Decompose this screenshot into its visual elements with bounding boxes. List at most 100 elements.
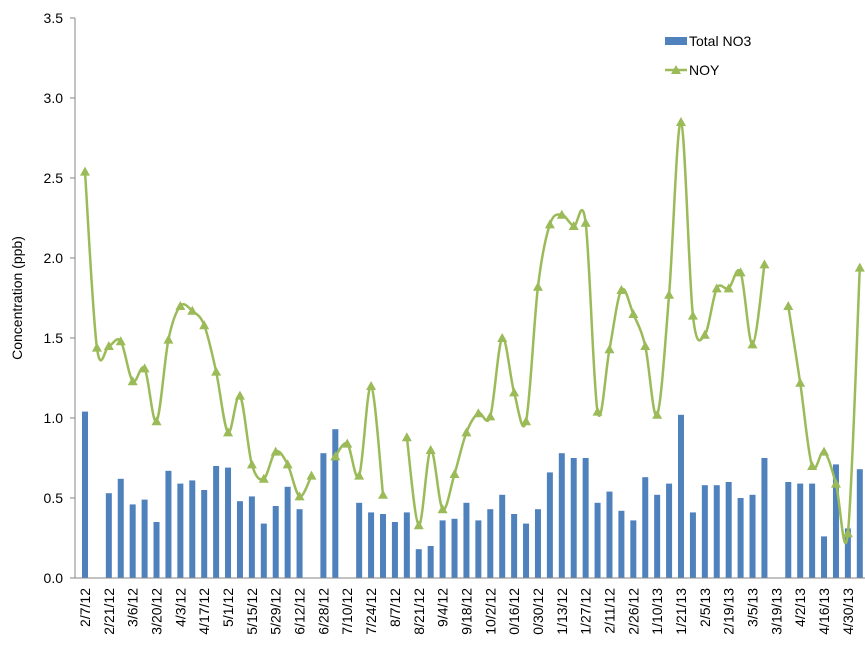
bar	[606, 491, 613, 578]
marker	[604, 344, 615, 354]
x-tick-label: 6/28/12	[315, 588, 331, 635]
bar	[129, 504, 136, 578]
marker	[830, 478, 841, 488]
bar	[701, 485, 708, 578]
marker	[282, 459, 293, 469]
y-tick-label: 2.0	[44, 250, 64, 266]
bar	[213, 466, 220, 578]
marker	[211, 366, 222, 376]
x-tick-label: 1/27/12	[578, 588, 594, 635]
marker	[509, 387, 520, 397]
marker	[783, 301, 794, 310]
x-tick-label: 2/5/13	[697, 588, 713, 627]
bar	[546, 472, 553, 578]
y-tick-label: 0.5	[44, 490, 64, 506]
x-tick-label: 8/21/12	[411, 588, 427, 635]
bar	[415, 549, 422, 578]
bar	[523, 523, 530, 578]
y-tick-label: 2.5	[44, 170, 64, 186]
marker	[664, 289, 675, 299]
bar	[809, 483, 816, 578]
bar	[689, 512, 696, 578]
marker	[556, 209, 567, 219]
bar	[821, 536, 828, 578]
marker	[103, 341, 114, 350]
bar	[582, 458, 589, 578]
bar	[642, 477, 649, 578]
x-tick-label: 3/5/13	[745, 588, 761, 627]
marker	[711, 283, 722, 293]
y-tick-label: 1.0	[44, 410, 64, 426]
x-tick-label: 6/12/12	[292, 588, 308, 635]
marker	[401, 432, 412, 442]
x-tick-label: 8/7/12	[387, 588, 403, 627]
marker	[652, 409, 663, 419]
x-tick-label: 9/18/12	[458, 588, 474, 635]
bar	[570, 458, 577, 578]
y-tick-label: 3.0	[44, 90, 64, 106]
x-tick-label: 1/10/13	[649, 588, 665, 635]
bar	[654, 494, 661, 578]
bar	[856, 469, 863, 578]
x-tick-label: 2/26/12	[625, 588, 641, 635]
bar	[141, 499, 148, 578]
bar	[594, 502, 601, 578]
y-tick-label: 0.0	[44, 570, 64, 586]
bar	[725, 482, 732, 578]
bar	[475, 520, 482, 578]
marker	[354, 470, 365, 480]
bar	[272, 506, 279, 578]
bar	[153, 522, 160, 578]
bar	[82, 411, 88, 578]
marker	[628, 309, 639, 318]
x-tick-label: 0/16/12	[506, 588, 522, 635]
bar	[105, 493, 112, 578]
bar	[463, 502, 470, 578]
marker	[413, 520, 424, 530]
marker	[151, 416, 162, 426]
bar	[618, 510, 625, 578]
marker	[676, 117, 686, 126]
marker	[234, 390, 245, 400]
x-tick-label: 2/21/12	[101, 588, 117, 635]
bar	[260, 523, 267, 578]
marker	[91, 342, 102, 352]
marker	[330, 451, 341, 461]
marker	[521, 416, 532, 426]
x-tick-label: 5/15/12	[244, 588, 260, 635]
marker	[199, 320, 210, 330]
marker	[592, 406, 603, 416]
y-tick-label: 3.5	[44, 10, 64, 26]
marker	[544, 219, 555, 229]
bar	[737, 498, 744, 578]
marker	[437, 504, 448, 514]
legend-label: Total NO3	[689, 33, 751, 49]
marker	[139, 363, 150, 373]
x-tick-label: 2/19/13	[721, 588, 737, 635]
bar	[225, 467, 232, 578]
x-tick-label: 3/20/12	[149, 588, 165, 635]
marker	[842, 528, 853, 538]
bar	[534, 509, 541, 578]
line	[83, 120, 862, 545]
marker	[187, 305, 198, 315]
bar	[356, 502, 363, 578]
marker	[449, 469, 460, 478]
bar	[439, 520, 446, 578]
x-tick-label: 1/21/13	[673, 588, 689, 635]
y-tick-label: 1.5	[44, 330, 64, 346]
marker	[616, 285, 627, 294]
bar	[284, 486, 291, 578]
marker	[175, 301, 186, 310]
marker	[568, 221, 579, 230]
x-tick-label: 5/1/12	[220, 588, 236, 627]
marker	[723, 283, 734, 293]
legend-marker	[671, 65, 681, 74]
x-tick-label: 4/30/13	[840, 588, 856, 635]
marker	[294, 491, 305, 501]
bar	[332, 429, 339, 578]
marker	[342, 438, 353, 448]
marker	[759, 259, 770, 269]
bar	[117, 478, 124, 578]
x-tick-label: 3/6/12	[125, 588, 141, 627]
